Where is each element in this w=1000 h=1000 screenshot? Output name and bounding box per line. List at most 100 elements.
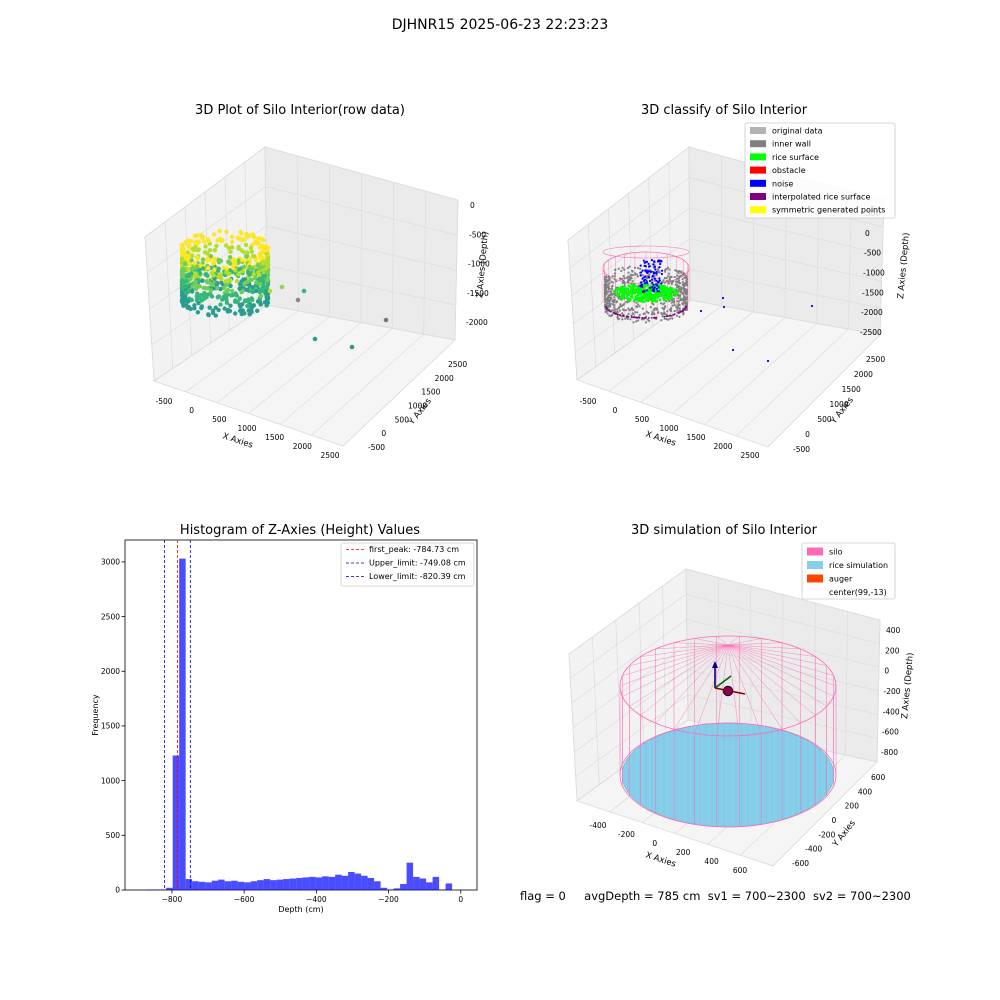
raw-point — [224, 300, 230, 305]
classify-wall-point — [606, 301, 609, 304]
classify-x-tick: 0 — [613, 406, 618, 415]
classify-wall-point — [667, 272, 671, 275]
classify-wall-point — [616, 300, 619, 303]
classify-interp-point — [654, 316, 656, 319]
classify-y-tick: 1500 — [842, 385, 861, 394]
raw-point — [239, 248, 244, 253]
raw-y-tick: 1000 — [408, 402, 427, 411]
classify-wall-point — [658, 271, 661, 274]
raw-point — [202, 239, 207, 244]
raw-outlier-point — [258, 293, 264, 299]
raw-point — [216, 307, 221, 313]
raw-point — [242, 311, 247, 316]
classify-wall-point — [604, 278, 607, 281]
grid-line — [689, 299, 881, 336]
raw-x-tick: -500 — [155, 397, 172, 406]
raw-point — [233, 298, 238, 303]
raw-x-tick: 2000 — [293, 442, 312, 451]
grid-line — [608, 305, 722, 392]
classify-rice-point — [662, 292, 666, 296]
classify-noise-point — [654, 268, 657, 271]
sim-x-axis-label: X Axies — [644, 850, 677, 869]
raw-point — [207, 305, 212, 310]
raw-point — [185, 250, 190, 255]
sim-silo-roof-strut — [727, 644, 801, 650]
classify-wall-point — [617, 267, 620, 270]
raw-point — [198, 263, 203, 268]
classify-rice-point — [661, 284, 665, 288]
raw-point — [247, 312, 252, 317]
raw-point — [185, 298, 191, 303]
grid-line — [569, 177, 690, 269]
grid-line — [264, 146, 459, 201]
classify-x-tick: -500 — [579, 397, 596, 406]
classify-wall-point — [647, 311, 650, 315]
histogram-bar — [400, 883, 407, 890]
raw-point — [181, 250, 186, 255]
classify-rice-point — [659, 293, 662, 297]
raw-point — [186, 267, 191, 272]
classify-wall-point — [613, 306, 616, 309]
classify-wall-point — [618, 309, 622, 312]
classify-wall-point — [605, 292, 608, 295]
classify-interp-point — [627, 315, 630, 318]
classify-wall-point — [675, 286, 679, 289]
sim-z-tick: -800 — [881, 748, 898, 757]
classify-wall-point — [682, 313, 685, 316]
classify-noise-point — [660, 269, 664, 272]
histogram-bar — [270, 880, 277, 890]
classify-wall-point — [608, 314, 611, 317]
classify-rice-point — [629, 290, 633, 294]
classify-wall-point — [628, 265, 631, 268]
raw-point — [229, 239, 235, 245]
histogram-bar — [296, 877, 303, 890]
classify-rice-point — [643, 284, 647, 288]
classify-wall-point — [637, 319, 640, 322]
classify-wall-point — [682, 283, 685, 286]
grid-line — [570, 593, 687, 679]
classify-noise-point — [653, 260, 656, 263]
classify-wall-point — [677, 284, 680, 287]
classify-wall-point — [680, 271, 683, 274]
raw-point — [260, 288, 265, 294]
classify-wall-point — [604, 275, 608, 278]
classify-z-tick: -2500 — [860, 328, 882, 337]
classify-wall-point — [622, 309, 626, 312]
raw-point — [194, 255, 199, 260]
simulation-panel-title: 3D simulation of Silo Interior — [631, 523, 817, 538]
sim-legend-label: rice simulation — [829, 561, 888, 570]
histogram-plot: −800 −600 −400 −200 0 0 500 1000 1500 2000 2500 300… — [91, 539, 478, 914]
classify-noise-point — [648, 279, 652, 282]
raw-point — [184, 278, 189, 284]
classify-noise-point — [650, 270, 653, 273]
histogram-bar — [289, 878, 297, 890]
raw-point — [207, 247, 213, 253]
classify-legend-swatch — [750, 127, 766, 134]
classify-wall-point — [613, 293, 616, 296]
classify-wall-point — [663, 281, 666, 284]
classify-z-tick: -1500 — [862, 288, 884, 297]
classify-wall-point — [620, 269, 623, 272]
classify-rice-point — [666, 290, 670, 294]
raw-point — [239, 231, 244, 236]
sim-silo-roof-strut — [655, 644, 729, 650]
classify-x-tick: 1000 — [659, 424, 678, 433]
grid-line — [265, 186, 458, 236]
raw-point — [200, 266, 206, 271]
classify-wall-point — [611, 275, 614, 278]
raw-point — [196, 247, 201, 252]
classify-noise-point — [659, 262, 662, 266]
stat-sv2: sv2 = 700~2300 — [812, 889, 911, 903]
classify-wall-point — [678, 307, 681, 310]
sim-y-tick: -600 — [792, 859, 809, 868]
histogram-bar — [361, 875, 368, 890]
classify-interp-point — [641, 317, 644, 319]
classify-wall-point — [607, 288, 611, 291]
histogram-bar — [224, 881, 232, 890]
sim-y-tick: -400 — [805, 845, 822, 854]
classify-wall-point — [616, 310, 619, 313]
histogram-y-axis-label: Frequency — [91, 694, 100, 736]
raw-outlier-point — [295, 297, 301, 303]
raw-point — [196, 300, 201, 306]
classify-wall-point — [638, 313, 641, 316]
